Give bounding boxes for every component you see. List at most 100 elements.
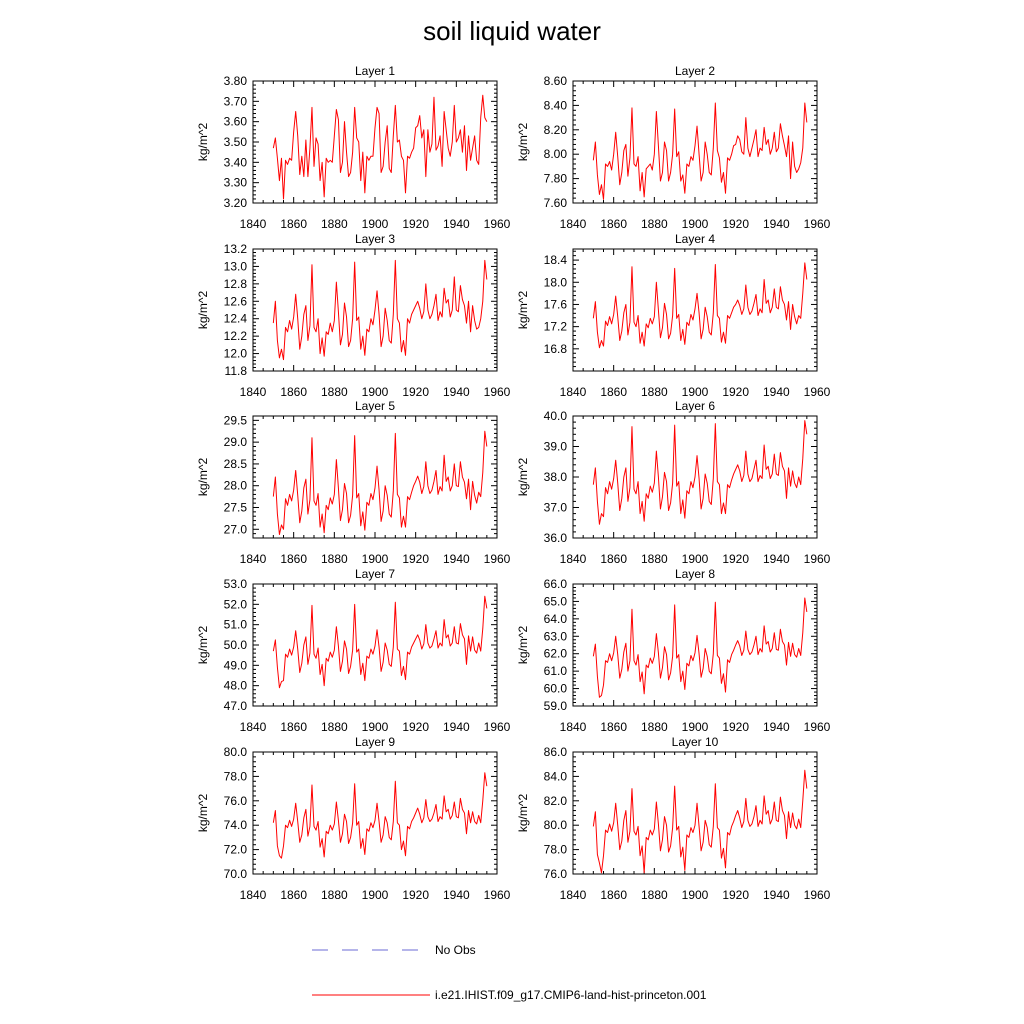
x-tick-label: 1900 bbox=[682, 720, 709, 734]
y-tick-label: 13.2 bbox=[224, 242, 248, 256]
x-tick-label: 1840 bbox=[560, 385, 587, 399]
x-tick-label: 1860 bbox=[280, 552, 307, 566]
x-tick-label: 1880 bbox=[321, 552, 348, 566]
x-tick-label: 1940 bbox=[443, 385, 470, 399]
y-tick-label: 8.20 bbox=[544, 123, 568, 137]
plot-frame bbox=[572, 751, 818, 875]
x-tick-label: 1920 bbox=[722, 385, 749, 399]
series-line bbox=[592, 102, 808, 200]
x-tick-label: 1960 bbox=[804, 720, 831, 734]
y-tick-label: 53.0 bbox=[224, 577, 248, 591]
y-tick-label: 12.8 bbox=[224, 277, 248, 291]
plot-frame bbox=[252, 751, 498, 875]
panel-title: Layer 5 bbox=[355, 399, 395, 413]
y-tick-label: 8.40 bbox=[544, 98, 568, 112]
y-axis-label: kg/m^2 bbox=[516, 794, 530, 833]
y-axis-label: kg/m^2 bbox=[196, 291, 210, 330]
y-tick-label: 72.0 bbox=[224, 843, 248, 857]
chart-layer-2: Layer 2 kg/m^2 1840 1860 1880 1900 1920 1940 196… bbox=[516, 64, 831, 231]
y-tick-label: 80.0 bbox=[544, 818, 568, 832]
x-tick-label: 1900 bbox=[362, 385, 389, 399]
x-tick-label: 1880 bbox=[321, 385, 348, 399]
x-tick-label: 1960 bbox=[804, 888, 831, 902]
y-axis-label: kg/m^2 bbox=[516, 291, 530, 330]
x-tick-label: 1860 bbox=[600, 888, 627, 902]
y-tick-label: 28.5 bbox=[224, 457, 248, 471]
y-tick-label: 80.0 bbox=[224, 745, 248, 759]
y-tick-label: 76.0 bbox=[224, 794, 248, 808]
x-tick-label: 1880 bbox=[641, 888, 668, 902]
series-line bbox=[272, 94, 488, 200]
y-tick-label: 63.0 bbox=[544, 629, 568, 643]
x-tick-label: 1920 bbox=[722, 888, 749, 902]
x-tick-label: 1920 bbox=[402, 720, 429, 734]
x-tick-label: 1840 bbox=[560, 217, 587, 231]
x-tick-label: 1960 bbox=[484, 552, 511, 566]
x-tick-label: 1840 bbox=[560, 888, 587, 902]
y-tick-label: 61.0 bbox=[544, 664, 568, 678]
x-tick-label: 1900 bbox=[682, 217, 709, 231]
y-tick-label: 64.0 bbox=[544, 612, 568, 626]
x-tick-label: 1960 bbox=[484, 385, 511, 399]
x-tick-label: 1880 bbox=[321, 720, 348, 734]
panel-title: Layer 7 bbox=[355, 567, 395, 581]
y-axis-label: kg/m^2 bbox=[516, 123, 530, 162]
series-line bbox=[272, 430, 488, 536]
y-tick-label: 7.60 bbox=[544, 196, 568, 210]
series-line bbox=[592, 420, 808, 525]
y-tick-label: 37.0 bbox=[544, 501, 568, 515]
x-tick-label: 1920 bbox=[722, 720, 749, 734]
y-tick-label: 27.5 bbox=[224, 501, 248, 515]
chart-layer-8: Layer 8 kg/m^2 1840 1860 1880 1900 1920 1940 196… bbox=[516, 567, 831, 734]
panel-title: Layer 4 bbox=[675, 232, 715, 246]
x-tick-label: 1880 bbox=[321, 217, 348, 231]
y-tick-label: 50.0 bbox=[224, 638, 248, 652]
chart-layer-1: Layer 1 kg/m^2 1840 1860 1880 1900 1920 1940 196… bbox=[196, 64, 511, 231]
chart-layer-9: Layer 9 kg/m^2 1840 1860 1880 1900 1920 1940 196… bbox=[196, 735, 511, 902]
x-tick-label: 1920 bbox=[402, 217, 429, 231]
x-tick-label: 1840 bbox=[240, 217, 267, 231]
y-tick-label: 18.0 bbox=[544, 275, 568, 289]
x-tick-label: 1940 bbox=[443, 217, 470, 231]
x-tick-label: 1900 bbox=[362, 720, 389, 734]
y-tick-label: 7.80 bbox=[544, 172, 568, 186]
y-tick-label: 39.0 bbox=[544, 440, 568, 454]
y-tick-label: 78.0 bbox=[544, 843, 568, 857]
x-tick-label: 1860 bbox=[600, 552, 627, 566]
y-tick-label: 84.0 bbox=[544, 769, 568, 783]
y-tick-label: 3.80 bbox=[224, 74, 248, 88]
y-axis-label: kg/m^2 bbox=[196, 626, 210, 665]
x-tick-label: 1940 bbox=[443, 888, 470, 902]
y-tick-label: 12.4 bbox=[224, 312, 248, 326]
x-tick-label: 1840 bbox=[240, 888, 267, 902]
y-tick-label: 3.20 bbox=[224, 196, 248, 210]
x-tick-label: 1840 bbox=[240, 720, 267, 734]
y-tick-label: 11.8 bbox=[225, 364, 248, 378]
y-tick-label: 3.30 bbox=[224, 176, 248, 190]
panel-title: Layer 9 bbox=[355, 735, 395, 749]
y-tick-label: 3.70 bbox=[224, 94, 248, 108]
y-tick-label: 13.0 bbox=[224, 259, 248, 273]
y-tick-label: 76.0 bbox=[544, 867, 568, 881]
x-tick-label: 1960 bbox=[804, 385, 831, 399]
y-tick-label: 12.6 bbox=[224, 294, 248, 308]
series-line bbox=[592, 262, 808, 349]
y-tick-label: 40.0 bbox=[544, 409, 568, 423]
y-tick-label: 3.40 bbox=[224, 155, 248, 169]
x-tick-label: 1860 bbox=[600, 385, 627, 399]
panel-title: Layer 10 bbox=[672, 735, 719, 749]
x-tick-label: 1960 bbox=[804, 217, 831, 231]
x-tick-label: 1960 bbox=[484, 217, 511, 231]
series-line bbox=[592, 769, 808, 874]
x-tick-label: 1940 bbox=[763, 720, 790, 734]
x-tick-label: 1940 bbox=[763, 552, 790, 566]
y-tick-label: 29.5 bbox=[224, 413, 248, 427]
y-axis-label: kg/m^2 bbox=[196, 458, 210, 497]
y-axis-label: kg/m^2 bbox=[516, 626, 530, 665]
x-tick-label: 1860 bbox=[280, 217, 307, 231]
y-tick-label: 16.8 bbox=[544, 342, 568, 356]
x-tick-label: 1920 bbox=[722, 217, 749, 231]
x-tick-label: 1940 bbox=[763, 888, 790, 902]
x-tick-label: 1960 bbox=[484, 888, 511, 902]
y-tick-label: 29.0 bbox=[224, 435, 248, 449]
